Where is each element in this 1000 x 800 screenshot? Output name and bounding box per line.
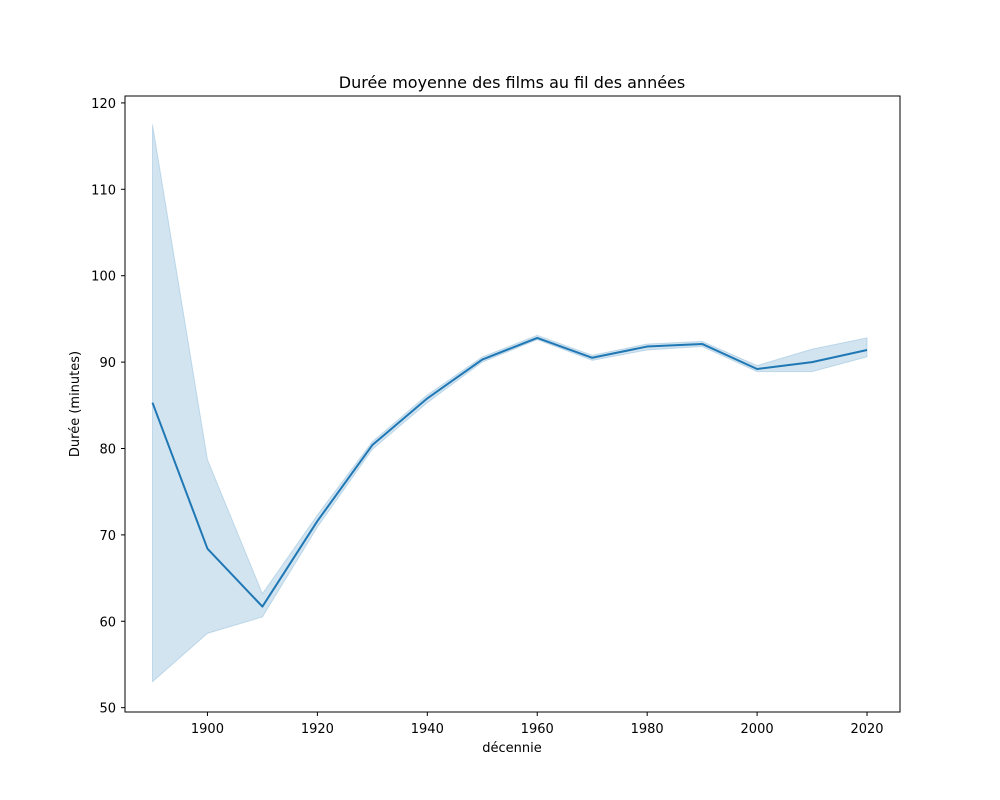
x-tick-label: 2020 <box>850 722 883 737</box>
data-point <box>536 337 538 339</box>
x-tick-label: 2000 <box>741 722 774 737</box>
data-point <box>591 357 593 359</box>
data-point <box>426 397 428 399</box>
data-point <box>371 444 373 446</box>
chart-title: Durée moyenne des films au fil des année… <box>339 73 685 92</box>
plot-area <box>151 124 868 683</box>
x-tick-label: 1940 <box>411 722 444 737</box>
y-tick-label: 100 <box>91 270 116 285</box>
x-axis: 1900 1920 1940 1960 1980 2000 2020 <box>191 712 884 737</box>
y-tick-label: 50 <box>99 702 116 717</box>
y-axis: 50 60 70 80 90 100 110 120 <box>91 97 125 717</box>
x-tick-label: 1980 <box>631 722 664 737</box>
x-tick-label: 1900 <box>191 722 224 737</box>
data-point <box>481 359 483 361</box>
confidence-band <box>151 124 868 683</box>
y-tick-label: 60 <box>99 615 116 630</box>
data-point <box>866 349 868 351</box>
x-tick-label: 1920 <box>301 722 334 737</box>
y-tick-label: 110 <box>91 183 116 198</box>
data-point <box>701 343 703 345</box>
y-tick-label: 70 <box>99 529 116 544</box>
x-tick-label: 1960 <box>521 722 554 737</box>
data-point <box>811 361 813 363</box>
plot-frame <box>124 95 901 713</box>
x-axis-title: décennie <box>482 741 541 756</box>
data-point <box>206 548 208 550</box>
data-point <box>261 606 263 608</box>
y-tick-label: 80 <box>99 442 116 457</box>
data-point <box>756 368 758 370</box>
series-line <box>151 336 868 608</box>
y-axis-title: Durée (minutes) <box>68 351 83 457</box>
y-tick-label: 90 <box>99 356 116 371</box>
y-tick-label: 120 <box>91 97 116 112</box>
data-point <box>646 346 648 348</box>
data-point <box>316 520 318 522</box>
data-point <box>151 402 153 404</box>
